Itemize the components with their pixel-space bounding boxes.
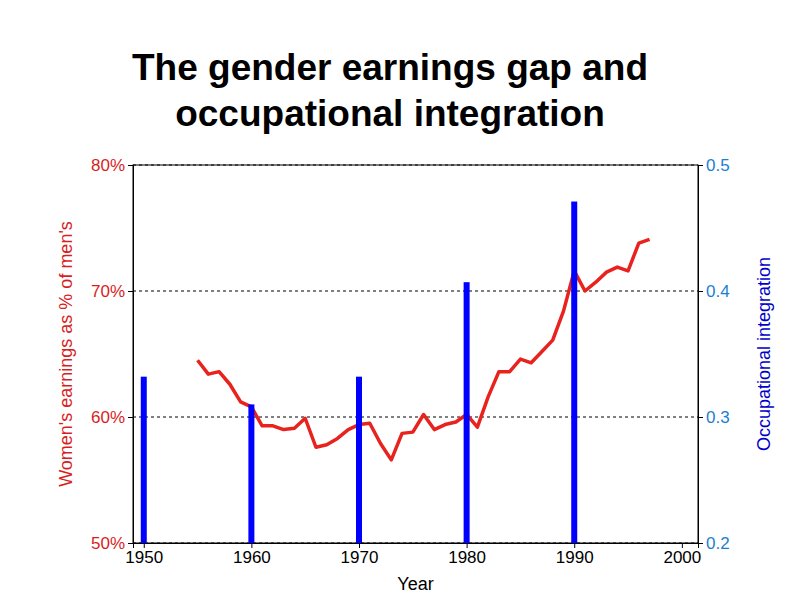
- tick-mark: [698, 417, 703, 418]
- bar: [464, 282, 470, 543]
- tick-label: 1950: [125, 548, 163, 567]
- tick-mark: [698, 165, 703, 166]
- grid-line: [133, 417, 698, 418]
- tick-mark: [128, 417, 133, 418]
- tick-label: 0.2: [706, 534, 730, 553]
- tick-label: 1960: [233, 548, 271, 567]
- tick-mark: [128, 543, 133, 544]
- title-line: The gender earnings gap and: [132, 47, 648, 88]
- marks: [141, 202, 650, 543]
- title-line: occupational integration: [175, 93, 605, 134]
- axis-line: [699, 166, 704, 544]
- grid-line: [133, 291, 698, 292]
- tick: 0.3: [698, 408, 730, 427]
- tick-mark: [128, 291, 133, 292]
- tick-mark: [698, 291, 703, 292]
- tick-label: 2000: [663, 548, 701, 567]
- bar: [141, 377, 147, 543]
- tick-label: 70%: [91, 282, 125, 301]
- line: [198, 239, 650, 460]
- tick: 1970: [341, 543, 379, 567]
- tick: 60%: [91, 408, 133, 427]
- tick-label: 60%: [91, 408, 125, 427]
- axis-line: [134, 544, 699, 549]
- tick-label: 80%: [91, 156, 125, 175]
- y-axis-title: Women's earnings as % of men's: [56, 221, 76, 487]
- chart: 19501960197019801990200050%60%70%80%0.20…: [0, 0, 800, 600]
- grid: [133, 165, 698, 543]
- tick: 0.2: [698, 534, 730, 553]
- tick-label: 0.3: [706, 408, 730, 427]
- tick: 50%: [91, 534, 133, 553]
- y-axis: 50% 60% 70% 80%: [91, 156, 134, 553]
- x-axis: 1950 1960 1970 1980 1990 2000: [125, 543, 701, 567]
- axis-line: [128, 166, 134, 544]
- tick: 2000: [663, 543, 701, 567]
- tick: 80%: [91, 156, 133, 175]
- tick: 70%: [91, 282, 133, 301]
- tick-label: 0.5: [706, 156, 730, 175]
- plot-frame: [133, 165, 698, 543]
- grid-line: [133, 165, 698, 166]
- y2-axis: 0.2 0.3 0.4 0.5: [698, 156, 730, 553]
- tick-mark: [128, 165, 133, 166]
- tick-label: 1990: [556, 548, 594, 567]
- bar: [356, 377, 362, 543]
- tick: 1950: [125, 543, 163, 567]
- tick-mark: [698, 543, 703, 544]
- tick: 0.4: [698, 282, 730, 301]
- x-axis-title: Year: [397, 574, 433, 594]
- tick: 1990: [556, 543, 594, 567]
- bar: [571, 202, 577, 543]
- tick-label: 1980: [448, 548, 486, 567]
- title: The gender earnings gap and occupational …: [132, 47, 648, 134]
- tick: 1960: [233, 543, 271, 567]
- tick-label: 1970: [341, 548, 379, 567]
- tick: 1980: [448, 543, 486, 567]
- tick: 0.5: [698, 156, 730, 175]
- tick-label: 50%: [91, 534, 125, 553]
- bar: [248, 404, 254, 543]
- y2-axis-title: Occupational integration: [754, 257, 774, 451]
- tick-label: 0.4: [706, 282, 730, 301]
